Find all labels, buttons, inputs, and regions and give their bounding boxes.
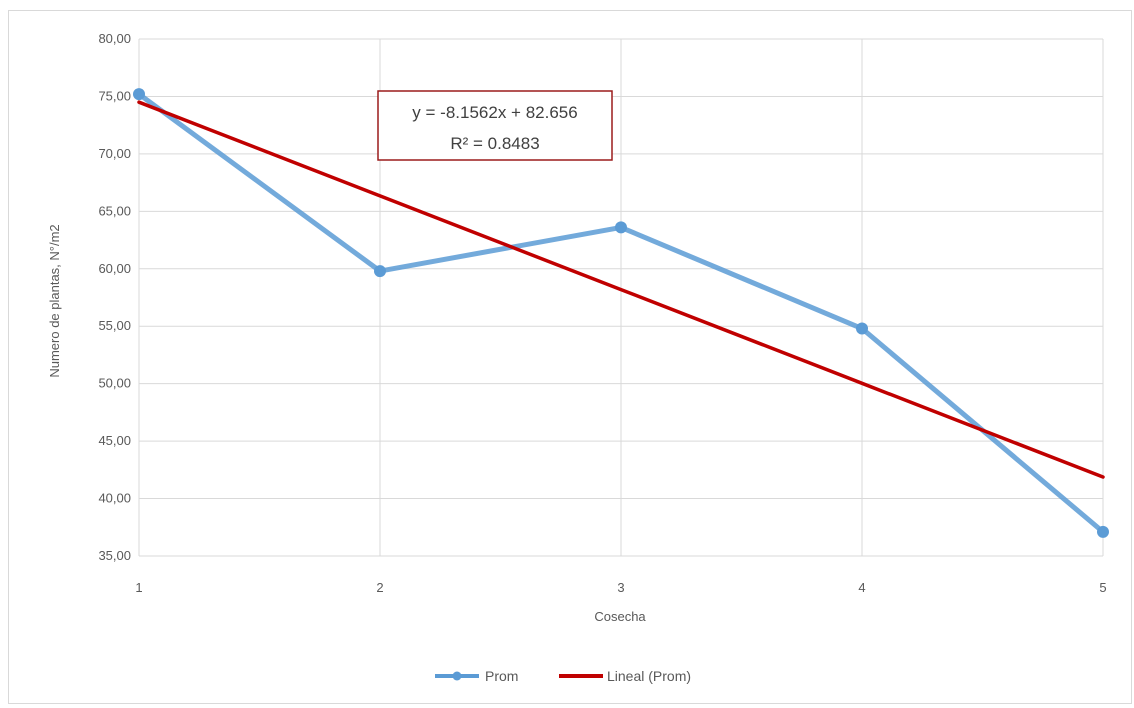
- chart-frame: 35,00 40,00 45,00 50,00 55,00 60,00 65,00 70,00…: [8, 10, 1132, 704]
- y-tick-label: 55,00: [98, 318, 131, 333]
- x-tick-label: 4: [858, 580, 865, 595]
- x-axis-ticks: 1 2 3 4 5: [135, 580, 1106, 595]
- gridlines: [138, 38, 1104, 557]
- trendline-lineal-prom: [137, 100, 1105, 479]
- y-tick-label: 35,00: [98, 548, 131, 563]
- y-tick-label: 50,00: [98, 376, 131, 391]
- line-chart: 35,00 40,00 45,00 50,00 55,00 60,00 65,00 70,00…: [47, 31, 1109, 684]
- x-tick-label: 5: [1099, 580, 1106, 595]
- trendline-r2: R² = 0.8483: [450, 134, 539, 153]
- data-point-prom: [374, 265, 386, 278]
- legend-label-lineal: Lineal (Prom): [607, 668, 691, 684]
- y-axis-ticks: 35,00 40,00 45,00 50,00 55,00 60,00 65,00 70,00…: [98, 31, 131, 563]
- legend: Prom Lineal (Prom): [435, 668, 691, 684]
- trendline-equation: y = -8.1562x + 82.656: [412, 103, 577, 122]
- series-layer: [133, 88, 1109, 538]
- y-tick-label: 65,00: [98, 203, 131, 218]
- y-tick-label: 75,00: [98, 88, 131, 103]
- y-tick-label: 80,00: [98, 31, 131, 46]
- y-tick-label: 70,00: [98, 146, 131, 161]
- legend-item-prom: Prom: [435, 668, 518, 684]
- y-tick-label: 40,00: [98, 491, 131, 506]
- x-tick-label: 3: [617, 580, 624, 595]
- legend-label-prom: Prom: [485, 668, 518, 684]
- y-tick-label: 45,00: [98, 433, 131, 448]
- data-point-prom: [133, 88, 145, 101]
- x-tick-label: 2: [376, 580, 383, 595]
- y-axis-title: Numero de plantas, N°/m2: [47, 224, 62, 377]
- data-point-prom: [615, 221, 627, 234]
- data-point-prom: [856, 322, 868, 335]
- data-point-prom: [1097, 525, 1109, 538]
- legend-item-lineal: Lineal (Prom): [559, 668, 691, 684]
- trendline-equation-box: y = -8.1562x + 82.656 R² = 0.8483: [377, 90, 613, 161]
- y-tick-label: 60,00: [98, 261, 131, 276]
- x-tick-label: 1: [135, 580, 142, 595]
- x-axis-title: Cosecha: [594, 609, 646, 624]
